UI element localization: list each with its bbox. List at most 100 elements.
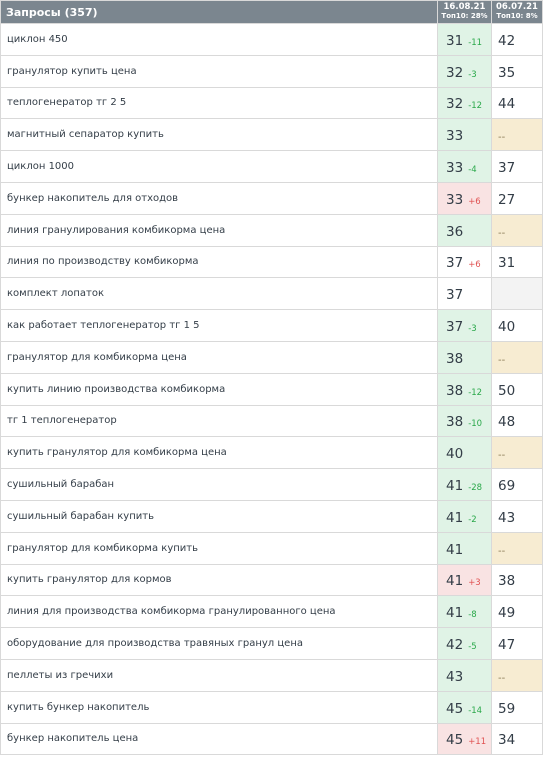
previous-position-value: -- [498,672,506,684]
previous-position-value: 38 [498,573,516,590]
query-cell[interactable]: линия гранулирования комбикорма цена [0,213,438,247]
query-cell[interactable]: комплект лопаток [0,277,438,311]
query-cell[interactable]: гранулятор для комбикорма купить [0,531,438,565]
current-position-cell: 33 [437,118,492,152]
previous-position-cell: 69 [491,468,543,501]
previous-position-cell: 40 [491,309,543,342]
position-change: -10 [468,419,483,430]
previous-position-value: 43 [498,509,516,526]
table-row: пеллеты из гречихи 43 -- [0,658,543,692]
query-cell[interactable]: гранулятор купить цена [0,54,438,88]
position-change: -8 [468,610,477,621]
position-value: 38 [446,350,464,367]
current-position-cell: 45 -14 [437,690,492,724]
previous-position-cell: 49 [491,595,543,629]
previous-position-value: 37 [498,160,516,177]
previous-position-cell: 31 [491,245,543,279]
position-change: +3 [468,578,481,589]
query-cell[interactable]: теплогенератор тг 2 5 [0,86,438,120]
current-position-cell: 41 -8 [437,595,492,629]
previous-position-value: 34 [498,732,516,749]
position-change: +6 [468,196,481,207]
table-row: магнитный сепаратор купить 33 -- [0,118,543,152]
position-value: 40 [446,446,464,463]
previous-position-value: -- [498,354,506,366]
table-row: оборудование для производства травяных г… [0,627,543,660]
query-cell[interactable]: купить гранулятор для кормов [0,563,438,597]
previous-position-value: 50 [498,382,516,399]
position-change: +6 [468,260,481,271]
table-row: комплект лопаток 37 [0,277,543,311]
query-cell[interactable]: купить гранулятор для комбикорма цена [0,436,438,470]
date-column-header-1[interactable]: 16.08.21 Топ10: 28% [437,0,492,24]
table-row: как работает теплогенератор тг 1 5 37 -3 40 [0,309,543,342]
table-row: сушильный барабан купить 41 -2 43 [0,499,543,533]
table-row: тг 1 теплогенератор 38 -10 48 [0,404,543,438]
position-value: 41 [446,605,464,622]
position-value: 32 [446,64,464,81]
table-row: бункер накопитель для отходов 33 +6 27 [0,181,543,215]
current-position-cell: 32 -3 [437,54,492,88]
position-value: 38 [446,414,464,431]
previous-position-value: -- [498,227,506,239]
query-cell[interactable]: бункер накопитель цена [0,722,438,756]
position-value: 33 [446,191,464,208]
date-column-header-2[interactable]: 06.07.21 Топ10: 8% [491,0,543,24]
previous-position-cell: 27 [491,181,543,215]
current-position-cell: 37 [437,277,492,311]
table-row: бункер накопитель цена 45 +11 34 [0,722,543,756]
query-cell[interactable]: тг 1 теплогенератор [0,404,438,438]
current-position-cell: 40 [437,436,492,470]
query-cell[interactable]: циклон 1000 [0,150,438,183]
position-value: 38 [446,382,464,399]
current-position-cell: 41 +3 [437,563,492,597]
query-cell[interactable]: магнитный сепаратор купить [0,118,438,152]
previous-position-cell: -- [491,340,543,374]
query-cell[interactable]: оборудование для производства травяных г… [0,627,438,660]
table-row: купить гранулятор для кормов 41 +3 38 [0,563,543,597]
table-row: циклон 450 31 -11 42 [0,23,543,56]
query-cell[interactable]: как работает теплогенератор тг 1 5 [0,309,438,342]
table-row: теплогенератор тг 2 5 32 -12 44 [0,86,543,120]
table-header-row: Запросы (357) 16.08.21 Топ10: 28% 06.07.… [0,0,543,24]
query-cell[interactable]: сушильный барабан [0,468,438,501]
previous-position-value: 27 [498,191,516,208]
query-cell[interactable]: линия по производству комбикорма [0,245,438,279]
position-change: -14 [468,705,483,716]
query-cell[interactable]: купить линию производства комбикорма [0,372,438,406]
position-value: 33 [446,128,464,145]
top10-label: Топ10: 8% [496,12,538,20]
query-cell[interactable]: пеллеты из гречихи [0,658,438,692]
previous-position-cell: 37 [491,150,543,183]
previous-position-cell: -- [491,531,543,565]
query-cell[interactable]: линия для производства комбикорма гранул… [0,595,438,629]
current-position-cell: 41 [437,531,492,565]
position-change: -4 [468,165,477,176]
query-cell[interactable]: гранулятор для комбикорма цена [0,340,438,374]
previous-position-value: -- [498,132,506,144]
position-value: 41 [446,573,464,590]
position-change: +11 [468,737,487,748]
query-cell[interactable]: сушильный барабан купить [0,499,438,533]
table-row: циклон 1000 33 -4 37 [0,150,543,183]
previous-position-cell: 50 [491,372,543,406]
position-change: -5 [468,642,477,653]
previous-position-cell: 34 [491,722,543,756]
position-change: -12 [468,387,483,398]
table-row: гранулятор для комбикорма купить 41 -- [0,531,543,565]
position-value: 31 [446,32,464,49]
position-value: 45 [446,700,464,717]
query-cell[interactable]: циклон 450 [0,23,438,56]
queries-column-header[interactable]: Запросы (357) [0,0,438,24]
table-row: купить линию производства комбикорма 38 -1… [0,372,543,406]
query-cell[interactable]: бункер накопитель для отходов [0,181,438,215]
previous-position-cell: -- [491,118,543,152]
current-position-cell: 38 [437,340,492,374]
top10-label: Топ10: 28% [441,12,488,20]
position-value: 42 [446,637,464,654]
previous-position-value: 42 [498,32,516,49]
query-cell[interactable]: купить бункер накопитель [0,690,438,724]
previous-position-value: 40 [498,319,516,336]
